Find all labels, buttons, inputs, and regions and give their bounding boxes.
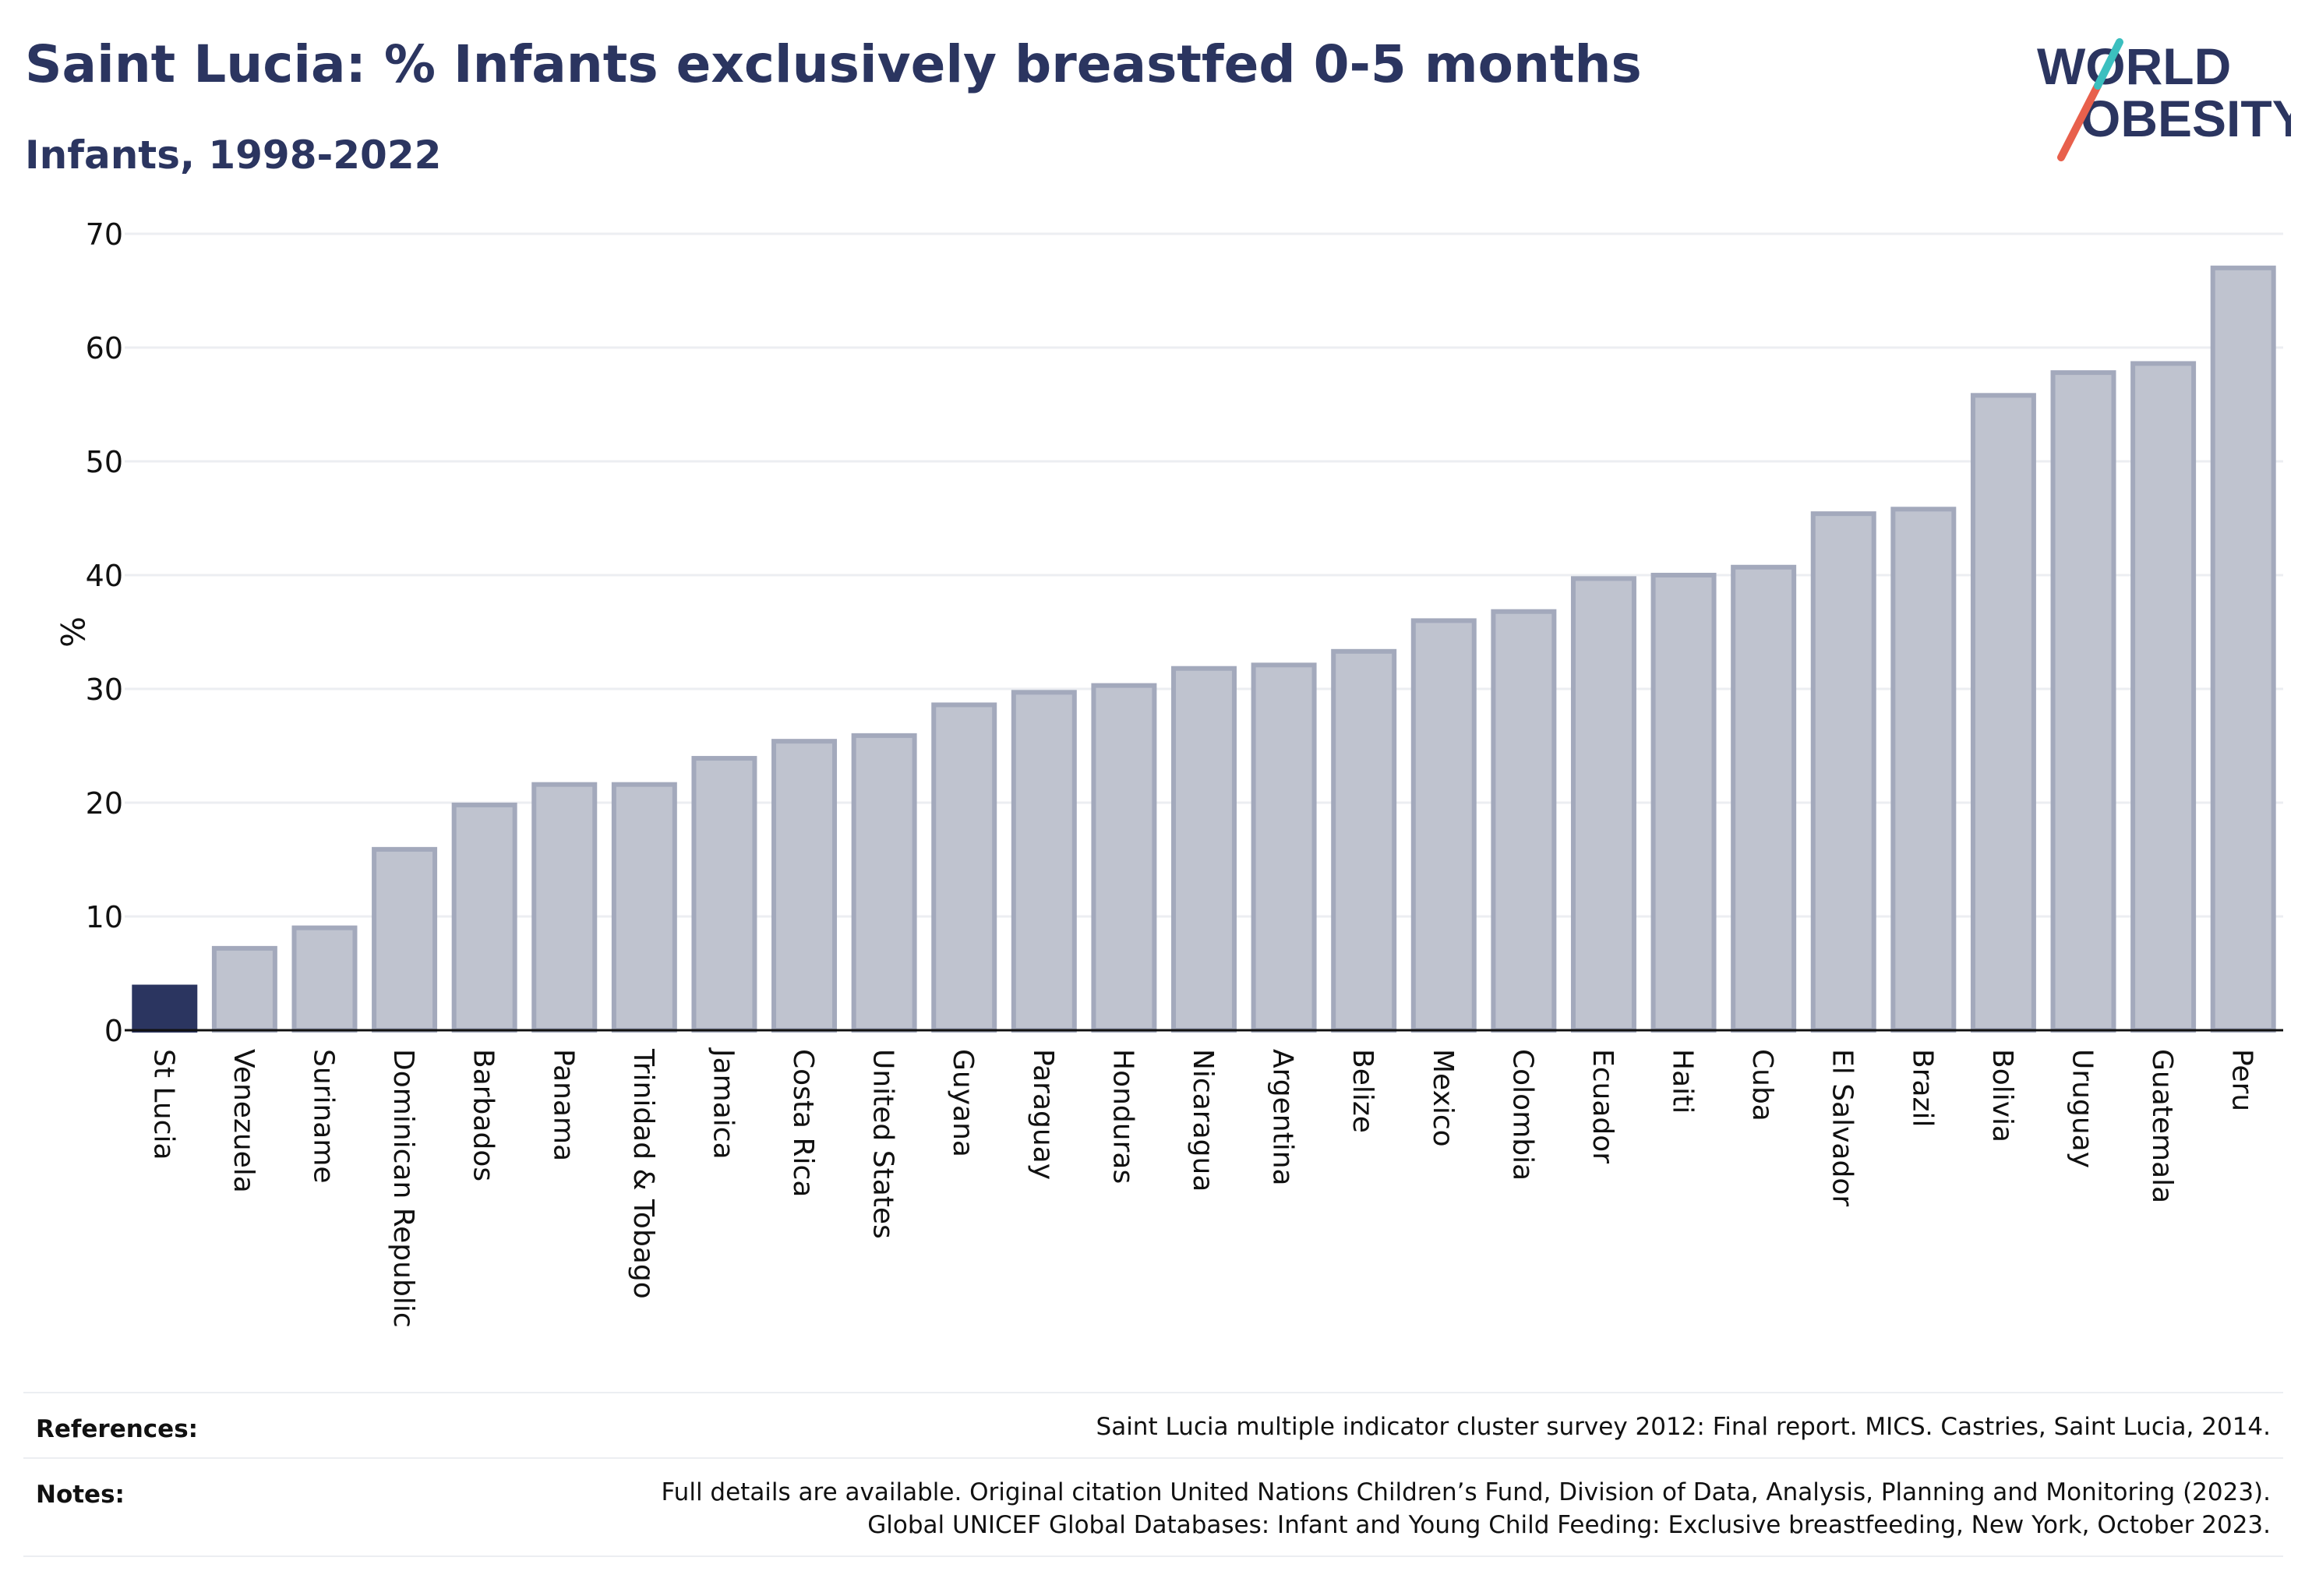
y-tick-label: 0 — [104, 1014, 123, 1048]
notes-text: Full details are available. Original cit… — [662, 1476, 2271, 1541]
x-tick-label: Peru — [2226, 1049, 2258, 1111]
x-tick-label: United States — [867, 1049, 899, 1239]
notes-line1: Full details are available. Original cit… — [661, 1478, 2271, 1506]
bar — [2050, 370, 2116, 1033]
x-tick-label: Panama — [547, 1049, 579, 1161]
bar — [1331, 648, 1397, 1033]
bar — [1491, 609, 1557, 1033]
bar — [611, 782, 677, 1033]
bar — [2210, 265, 2276, 1033]
world-obesity-logo: WORLD OBESITY — [2037, 37, 2291, 161]
x-tick-label: Costa Rica — [787, 1049, 819, 1197]
bar — [1890, 507, 1957, 1033]
logo-slash-teal — [2094, 38, 2123, 90]
notes-label: Notes: — [36, 1481, 125, 1509]
chart-subtitle: Infants, 1998-2022 — [25, 132, 442, 178]
logo-slash-red — [2057, 82, 2102, 161]
bar — [691, 756, 757, 1033]
references-label: References: — [36, 1415, 199, 1443]
references-text: Saint Lucia multiple indicator cluster s… — [1096, 1413, 2271, 1441]
y-tick-label: 10 — [86, 900, 123, 934]
bar — [931, 702, 997, 1033]
bar — [1011, 690, 1077, 1033]
bar — [132, 984, 198, 1033]
x-tick-label: Paraguay — [1027, 1049, 1059, 1180]
bar — [531, 782, 598, 1033]
logo-line2: OBESITY — [2081, 90, 2291, 147]
y-tick-label: 20 — [86, 786, 123, 821]
chart-title: Saint Lucia: % Infants exclusively breas… — [25, 34, 1642, 94]
x-tick-label: Venezuela — [228, 1049, 259, 1193]
x-tick-label: El Salvador — [1827, 1049, 1858, 1206]
bar — [1410, 618, 1477, 1033]
x-tick-label: Jamaica — [707, 1047, 739, 1160]
y-tick-label: 70 — [86, 217, 123, 252]
bar — [1171, 666, 1237, 1033]
references-row: References: Saint Lucia multiple indicat… — [23, 1392, 2283, 1459]
x-tick-label: Mexico — [1427, 1049, 1459, 1147]
bar — [1731, 564, 1797, 1033]
x-tick-label: Honduras — [1107, 1049, 1138, 1184]
x-tick-label: Suriname — [307, 1049, 339, 1184]
x-tick-label: Dominican Republic — [387, 1049, 419, 1328]
y-tick-label: 60 — [86, 331, 123, 365]
x-tick-label: Colombia — [1506, 1049, 1538, 1181]
y-axis-label: % — [53, 616, 91, 648]
x-tick-label: Argentina — [1267, 1049, 1299, 1186]
x-tick-label: Bolivia — [1986, 1049, 2018, 1142]
x-tick-label: Ecuador — [1587, 1049, 1618, 1163]
bar — [851, 733, 917, 1033]
bar — [211, 945, 277, 1033]
x-tick-label: Barbados — [468, 1049, 499, 1181]
bar — [1650, 573, 1717, 1033]
y-tick-label: 50 — [86, 445, 123, 479]
bar — [2130, 361, 2197, 1033]
bar — [1251, 662, 1317, 1033]
bar — [771, 739, 838, 1033]
x-tick-label: Guatemala — [2146, 1049, 2178, 1203]
x-tick-label: Nicaragua — [1187, 1049, 1219, 1192]
x-tick-label: Trinidad & Tobago — [627, 1048, 659, 1299]
bar — [1091, 683, 1157, 1033]
bar — [1970, 393, 2036, 1033]
logo-line1: WORLD — [2037, 37, 2231, 95]
x-tick-label: Cuba — [1746, 1049, 1778, 1121]
bar-chart: 0 10 20 30 40 50 60 70% St Lucia Venezuela Surinam… — [53, 217, 2283, 1328]
x-tick-label: Haiti — [1667, 1049, 1699, 1114]
x-tick-label: Uruguay — [2067, 1049, 2099, 1168]
bar — [291, 925, 358, 1033]
x-tick-label: St Lucia — [147, 1049, 179, 1160]
y-tick-label: 40 — [86, 559, 123, 593]
bar — [451, 802, 517, 1033]
y-tick-label: 30 — [86, 673, 123, 707]
x-tick-label: Guyana — [947, 1049, 979, 1157]
bar — [1570, 576, 1636, 1033]
x-tick-label: Belize — [1347, 1049, 1378, 1133]
x-tick-label: Brazil — [1906, 1049, 1938, 1127]
notes-line2: Global UNICEF Global Databases: Infant a… — [867, 1511, 2271, 1539]
bar — [372, 846, 438, 1033]
bar — [1810, 511, 1876, 1033]
notes-row: Notes: Full details are available. Origi… — [23, 1457, 2283, 1557]
